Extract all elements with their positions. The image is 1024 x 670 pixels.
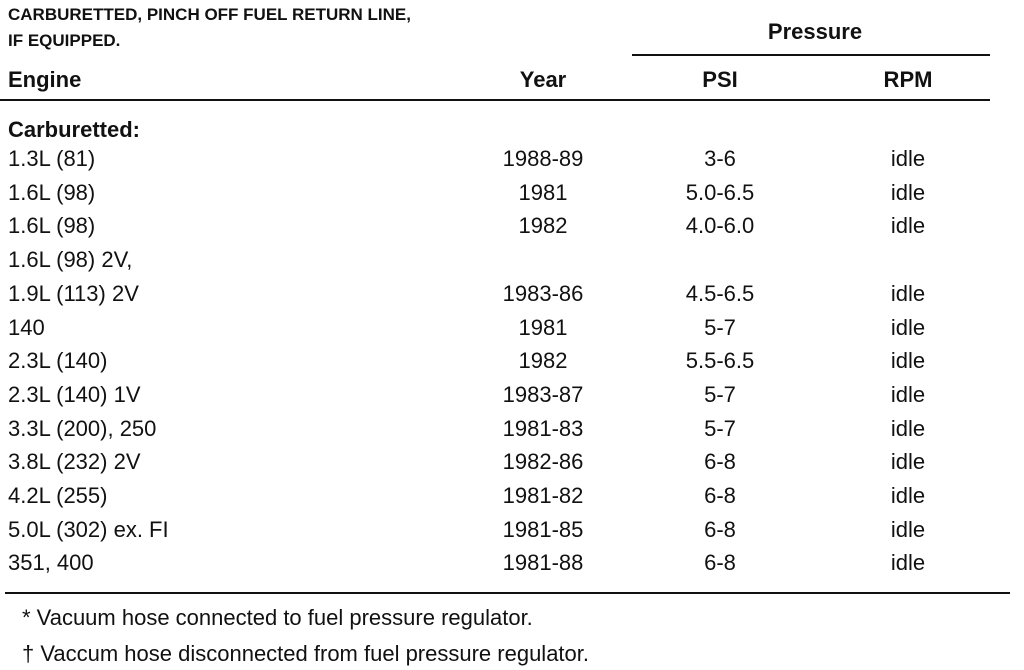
table-cell: 5.0L (302) ex. FI [8, 516, 169, 542]
rule [0, 99, 990, 101]
footnote: * Vacuum hose connected to fuel pressure… [22, 605, 533, 630]
table-cell: 2.3L (140) 1V [8, 381, 141, 407]
table-cell: idle [890, 483, 926, 508]
table-cell: 1.6L (98) [8, 179, 96, 205]
table-cell: 6-8 [704, 483, 736, 508]
table-cell: idle [890, 146, 926, 171]
column-header: Engine [8, 67, 82, 92]
column-header: Year [519, 67, 567, 92]
table-cell: 3.8L (232) 2V [8, 449, 141, 475]
table-cell: 1.3L (81) [8, 146, 96, 171]
table-cell: 1981-88 [502, 550, 584, 576]
table-cell: 1981 [518, 179, 568, 205]
table-cell: 1982 [518, 348, 568, 374]
table-cell: 1988-89 [502, 146, 584, 171]
column-header: PSI [702, 67, 738, 92]
table-cell: idle [890, 314, 926, 340]
rule [5, 592, 1010, 594]
table-cell: 4.2L (255) [8, 483, 108, 508]
table-cell: 2.3L (140) [8, 348, 108, 374]
table-cell: 1.9L (113) 2V [8, 280, 139, 306]
table-cell: idle [890, 280, 926, 306]
table-cell: 1.6L (98) [8, 213, 96, 239]
table-cell: 1.6L (98) 2V, [8, 247, 133, 273]
table-cell: 1982-86 [502, 449, 584, 475]
table-cell: 3.3L (200), 250 [8, 415, 157, 441]
table-cell: idle [890, 213, 926, 239]
group-header: Pressure [767, 19, 863, 44]
table-cell: 1982 [518, 213, 568, 239]
table-cell: 1981-82 [502, 483, 584, 508]
table-cell: 4.5-6.5 [685, 280, 755, 306]
table-cell: idle [890, 449, 926, 475]
table-cell: idle [890, 550, 926, 576]
table-cell: 5-7 [704, 314, 736, 340]
section-label: Carburetted: [8, 117, 141, 142]
table-cell: idle [890, 179, 926, 205]
table-cell: 140 [8, 314, 45, 340]
table-cell: 4.0-6.0 [685, 213, 755, 239]
table-cell: idle [890, 516, 926, 542]
table-cell: 5-7 [704, 415, 736, 441]
note-line: CARBURETTED, PINCH OFF FUEL RETURN LINE, [8, 5, 411, 24]
column-header: RPM [883, 67, 933, 92]
footnote: † Vaccum hose disconnected from fuel pre… [22, 641, 590, 666]
table-cell: 1983-87 [502, 381, 584, 407]
table-cell: idle [890, 348, 926, 374]
table-cell: 6-8 [704, 550, 736, 576]
table-cell: idle [890, 381, 926, 407]
table-cell: 1981-83 [502, 415, 584, 441]
table-cell: 1983-86 [502, 280, 584, 306]
table-cell: 351, 400 [8, 550, 94, 576]
note-line: IF EQUIPPED. [8, 31, 121, 50]
table-cell: 6-8 [704, 449, 736, 475]
table-cell: 1981-85 [502, 516, 584, 542]
table-cell: 1981 [518, 314, 568, 340]
table-cell: 5.0-6.5 [685, 179, 755, 205]
rule [632, 54, 990, 56]
table-cell: 3-6 [704, 146, 736, 171]
table-cell: idle [890, 415, 926, 441]
table-cell: 5-7 [704, 381, 736, 407]
table-cell: 5.5-6.5 [685, 348, 755, 374]
table-cell: 6-8 [704, 516, 736, 542]
